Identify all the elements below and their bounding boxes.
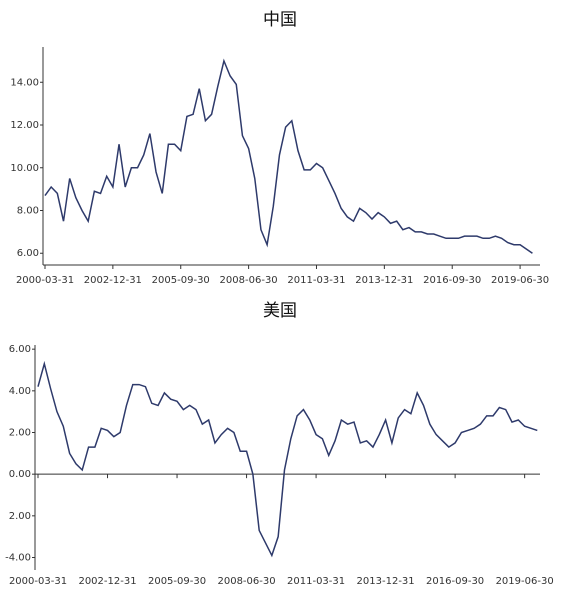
x-tick-label: 2011-03-31 <box>287 275 345 286</box>
x-tick-label: 2005-09-30 <box>148 576 206 587</box>
y-tick-label: 6.00 <box>17 248 39 259</box>
x-tick-label: 2000-03-31 <box>9 576 67 587</box>
x-tick-label: 2016-09-30 <box>423 275 481 286</box>
x-tick-label: 2011-03-31 <box>287 576 345 587</box>
x-tick-label: 2002-12-31 <box>84 275 142 286</box>
x-tick-label: 2005-09-30 <box>152 275 210 286</box>
y-tick-label: 14.00 <box>10 77 39 88</box>
x-tick-label: 2008-06-30 <box>217 576 275 587</box>
y-tick-label: 6.00 <box>9 344 31 355</box>
x-tick-label: 2019-06-30 <box>491 275 549 286</box>
chart-title: 美国 <box>263 301 297 321</box>
x-tick-label: 2000-03-31 <box>16 275 74 286</box>
y-tick-label: 12.00 <box>10 120 39 131</box>
y-tick-label: -4.00 <box>5 553 31 564</box>
chart-title: 中国 <box>263 10 297 30</box>
y-tick-label: 10.00 <box>10 163 39 174</box>
x-tick-label: 2013-12-31 <box>357 576 415 587</box>
x-tick-label: 2013-12-31 <box>355 275 413 286</box>
y-tick-label: 8.00 <box>17 206 39 217</box>
y-tick-label: 0.00 <box>9 469 31 480</box>
y-tick-label: 2.00 <box>9 428 31 439</box>
data-line <box>44 58 533 254</box>
y-tick-label: 4.00 <box>9 386 31 397</box>
x-tick-label: 2002-12-31 <box>78 576 136 587</box>
x-tick-label: 2016-09-30 <box>426 576 484 587</box>
x-tick-label: 2019-06-30 <box>496 576 554 587</box>
x-tick-label: 2008-06-30 <box>220 275 278 286</box>
data-line <box>37 360 538 558</box>
y-tick-label: 2.00 <box>9 511 31 522</box>
